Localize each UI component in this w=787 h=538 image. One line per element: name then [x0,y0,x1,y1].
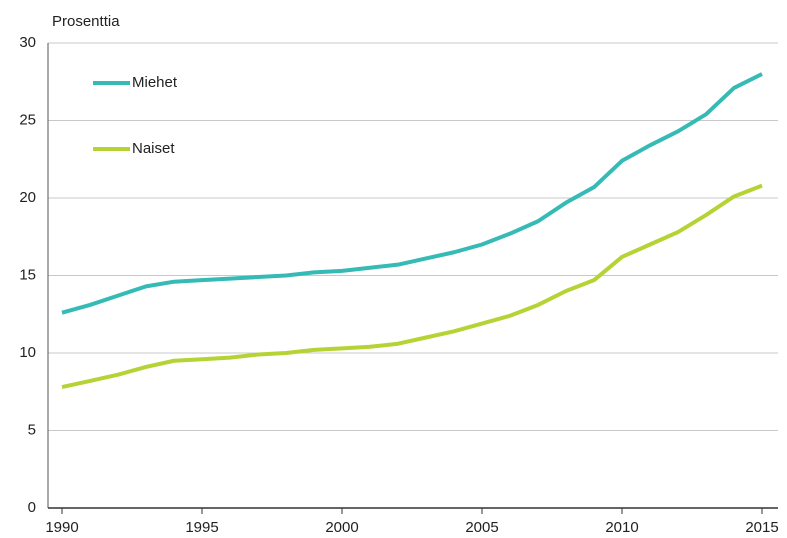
y-tick-label: 10 [19,344,36,361]
x-tick-label: 2015 [745,519,778,536]
y-tick-label: 25 [19,111,36,128]
y-tick-label: 0 [28,499,36,516]
y-tick-label: 30 [19,34,36,51]
x-tick-label: 2005 [465,519,498,536]
series-line [61,183,763,390]
y-tick-label: 20 [19,189,36,206]
x-tick-label: 1990 [45,519,78,536]
legend-label: Naiset [132,140,175,157]
x-tick-label: 2010 [605,519,638,536]
x-tick-label: 1995 [185,519,218,536]
y-tick-label: 15 [19,266,36,283]
legend-label: Miehet [132,74,178,91]
y-tick-label: 5 [28,421,36,438]
series-line [61,72,763,315]
x-tick-label: 2000 [325,519,358,536]
y-axis-label: Prosenttia [52,13,120,30]
